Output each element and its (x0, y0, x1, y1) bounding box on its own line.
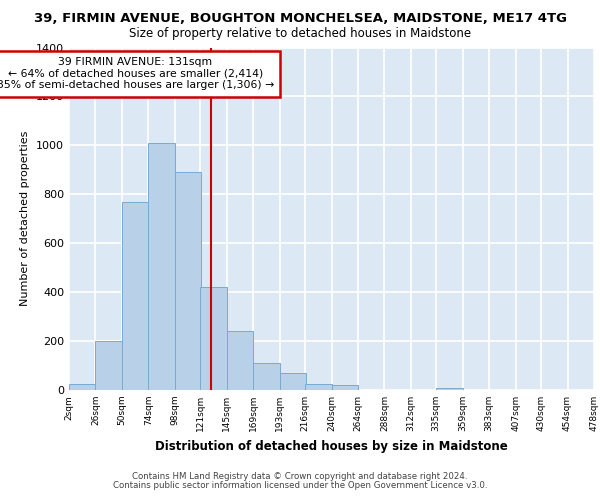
Text: 39, FIRMIN AVENUE, BOUGHTON MONCHELSEA, MAIDSTONE, ME17 4TG: 39, FIRMIN AVENUE, BOUGHTON MONCHELSEA, … (34, 12, 566, 26)
Bar (122, 202, 148, 390)
Text: 39 FIRMIN AVENUE: 131sqm
← 64% of detached houses are smaller (2,414)
35% of sem: 39 FIRMIN AVENUE: 131sqm ← 64% of detach… (0, 58, 274, 90)
Text: Contains public sector information licensed under the Open Government Licence v3: Contains public sector information licen… (113, 481, 487, 490)
Text: Contains HM Land Registry data © Crown copyright and database right 2024.: Contains HM Land Registry data © Crown c… (132, 472, 468, 481)
Bar (280, 373, 306, 390)
Bar (69, 384, 95, 390)
Text: Size of property relative to detached houses in Maidstone: Size of property relative to detached ho… (129, 28, 471, 40)
Bar (331, 385, 358, 390)
Bar (148, 143, 175, 390)
Bar (95, 341, 122, 390)
Bar (253, 363, 280, 390)
X-axis label: Distribution of detached houses by size in Maidstone: Distribution of detached houses by size … (155, 440, 508, 452)
Bar (305, 384, 331, 390)
Bar (175, 172, 202, 390)
Bar (200, 287, 227, 390)
Bar (436, 388, 463, 390)
Y-axis label: Number of detached properties: Number of detached properties (20, 131, 31, 306)
Bar (227, 332, 253, 390)
